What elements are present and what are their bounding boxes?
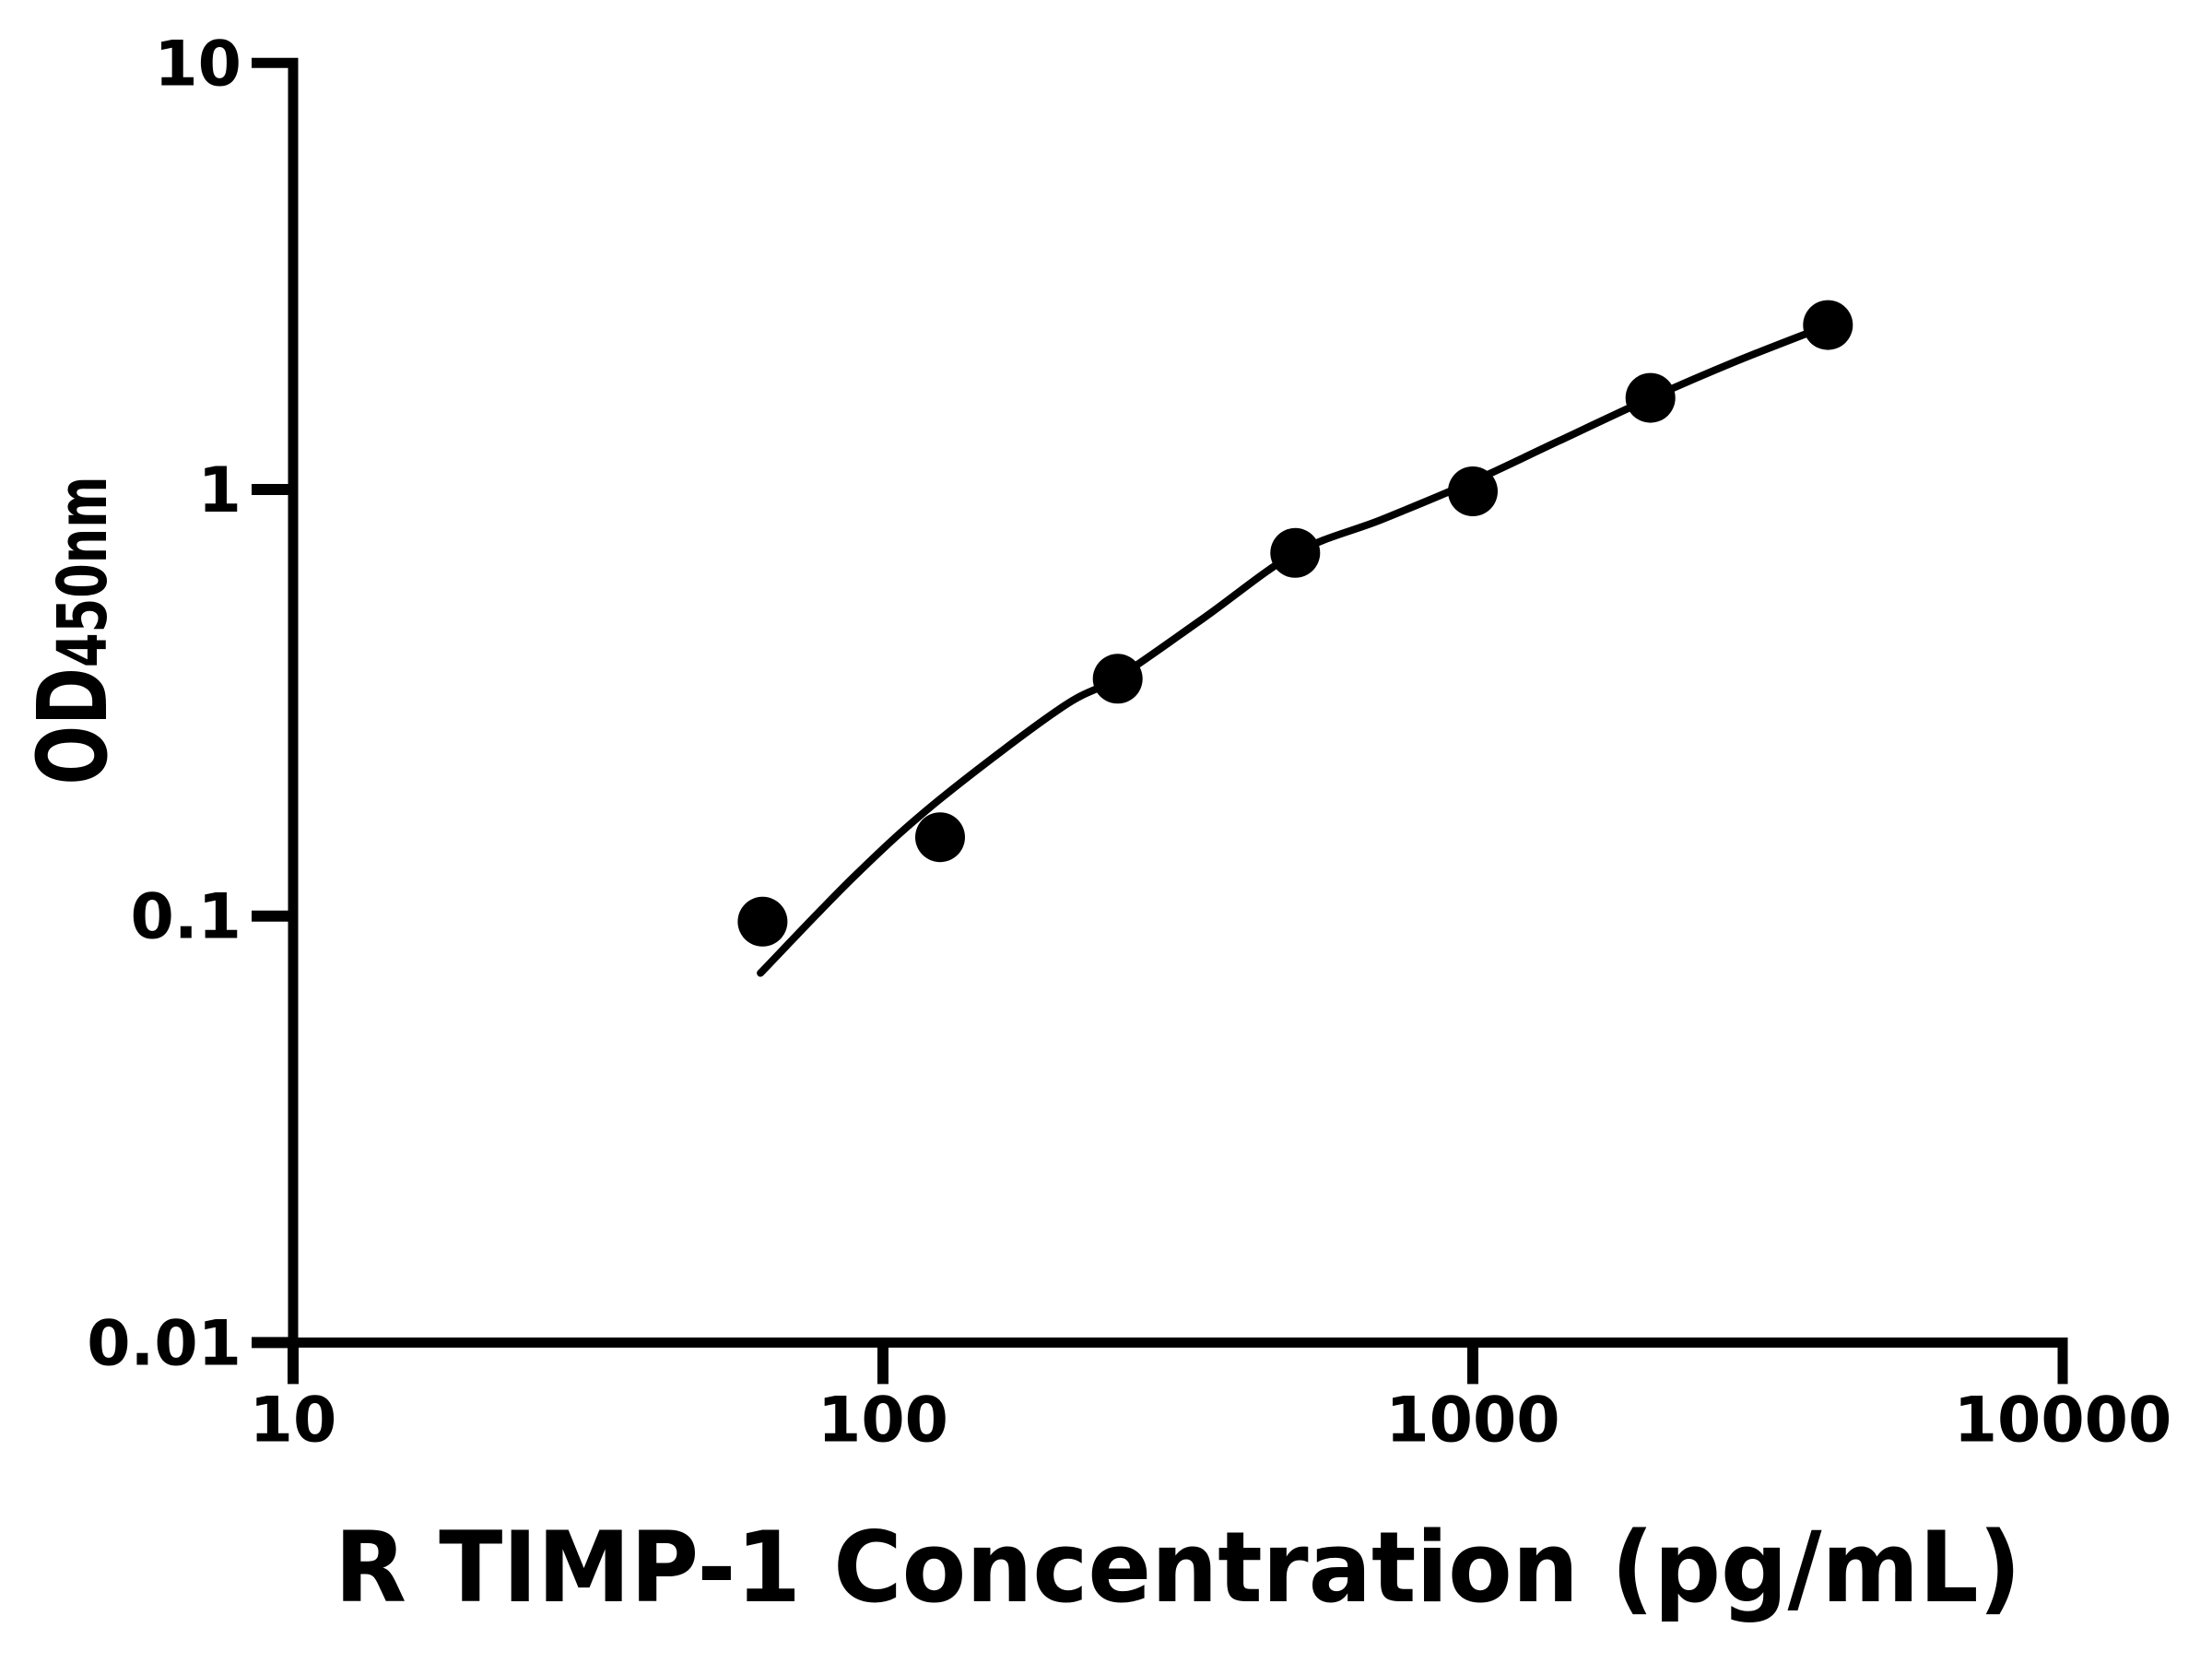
tick-marks	[252, 484, 1478, 1385]
y-axis-title-main: OD	[17, 667, 129, 785]
x-tick-label: 100	[818, 1384, 948, 1457]
x-axis-title: R TIMP-1 Concentration (pg/mL)	[335, 1511, 2021, 1624]
data-point	[737, 896, 788, 947]
data-point	[1803, 300, 1853, 350]
data-point	[1270, 527, 1321, 578]
y-tick-label: 1	[198, 454, 241, 527]
y-tick-label: 10	[154, 28, 241, 100]
y-axis-title: OD450nm	[17, 477, 129, 785]
y-tick-label: 0.1	[131, 881, 241, 954]
data-point	[1092, 654, 1143, 704]
fit-curve-line	[757, 322, 1832, 977]
data-point	[915, 812, 965, 863]
x-tick-label: 10000	[1954, 1384, 2172, 1457]
data-points	[737, 300, 1853, 947]
y-axis-tick-labels: 0.01 0.1 1 10	[87, 28, 241, 1380]
y-axis-title-subscript: 450nm	[43, 477, 123, 667]
x-tick-label: 10	[250, 1384, 337, 1457]
data-point	[1448, 466, 1498, 516]
x-axis-tick-labels: 10 100 1000 10000	[250, 1384, 2172, 1457]
x-tick-label: 1000	[1385, 1384, 1559, 1457]
y-tick-label: 0.01	[87, 1307, 241, 1380]
data-point	[1625, 372, 1676, 423]
axis-frame	[252, 57, 2068, 1385]
